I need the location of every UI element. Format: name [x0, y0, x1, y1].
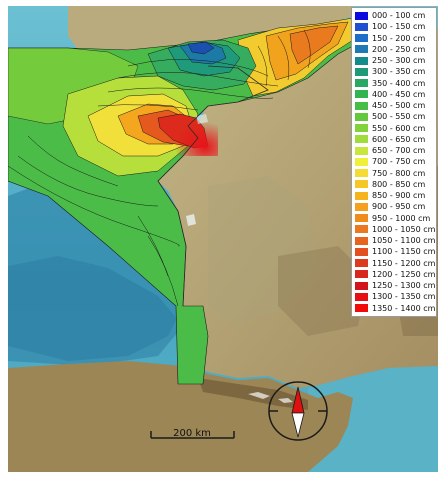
legend-label: 1000 - 1050 cm	[372, 224, 436, 234]
legend-swatch	[355, 236, 368, 245]
tide-hotspot-overlay	[158, 106, 218, 156]
compass-south-needle	[291, 412, 305, 438]
legend-swatch	[355, 157, 368, 166]
legend-item: 000 - 100 cm	[355, 10, 434, 21]
legend-item: 1300 - 1350 cm	[355, 291, 436, 302]
legend-item: 750 - 800 cm	[355, 168, 434, 179]
legend-swatch	[355, 180, 368, 189]
legend-item: 300 - 350 cm	[355, 66, 434, 77]
scale-bar: 200 km	[150, 428, 235, 439]
legend-swatch	[355, 34, 368, 43]
legend-label: 600 - 650 cm	[372, 134, 426, 144]
legend-item: 1150 - 1200 cm	[355, 258, 436, 269]
legend-label: 1050 - 1100 cm	[372, 236, 436, 246]
legend-label: 150 - 200 cm	[372, 33, 426, 43]
legend-swatch	[355, 112, 368, 121]
legend-item: 850 - 900 cm	[355, 190, 434, 201]
legend-swatch	[355, 101, 368, 110]
legend-item: 350 - 400 cm	[355, 78, 434, 89]
legend-swatch	[355, 79, 368, 88]
legend-item: 600 - 650 cm	[355, 134, 434, 145]
legend-label: 900 - 950 cm	[372, 202, 426, 212]
compass-rose-icon	[268, 381, 328, 441]
legend-item: 1200 - 1250 cm	[355, 269, 436, 280]
legend-swatch	[355, 67, 368, 76]
scale-bar-label: 200 km	[173, 428, 211, 439]
legend-item: 1100 - 1150 cm	[355, 246, 436, 257]
legend-label: 500 - 550 cm	[372, 112, 426, 122]
legend-label: 700 - 750 cm	[372, 157, 426, 167]
legend-item: 400 - 450 cm	[355, 89, 434, 100]
legend-label: 1150 - 1200 cm	[372, 258, 436, 268]
legend-swatch	[355, 169, 368, 178]
legend-item: 1050 - 1100 cm	[355, 235, 436, 246]
legend-label: 350 - 400 cm	[372, 78, 426, 88]
legend-swatch	[355, 191, 368, 200]
legend-item: 250 - 300 cm	[355, 55, 434, 66]
legend-swatch	[355, 292, 368, 301]
legend-item: 100 - 150 cm	[355, 21, 434, 32]
legend-label: 950 - 1000 cm	[372, 213, 431, 223]
legend-swatch	[355, 281, 368, 290]
legend-item: 800 - 850 cm	[355, 179, 434, 190]
legend-swatch	[355, 304, 368, 313]
estuary-highlight-2	[196, 114, 208, 124]
legend-swatch	[355, 146, 368, 155]
legend-item: 650 - 700 cm	[355, 145, 434, 156]
legend-item: 1000 - 1050 cm	[355, 224, 436, 235]
legend-swatch	[355, 270, 368, 279]
legend-label: 1250 - 1300 cm	[372, 281, 436, 291]
legend-label: 400 - 450 cm	[372, 89, 426, 99]
legend-swatch	[355, 11, 368, 20]
legend-label: 250 - 300 cm	[372, 56, 426, 66]
legend-swatch	[355, 22, 368, 31]
legend-label: 000 - 100 cm	[372, 11, 426, 21]
legend-label: 750 - 800 cm	[372, 168, 426, 178]
tide-contour-lines	[8, 29, 311, 307]
legend-item: 500 - 550 cm	[355, 111, 434, 122]
legend-item: 150 - 200 cm	[355, 33, 434, 44]
legend-label: 450 - 500 cm	[372, 101, 426, 111]
legend-swatch	[355, 124, 368, 133]
legend-label: 550 - 600 cm	[372, 123, 426, 133]
legend: 000 - 100 cm 100 - 150 cm 150 - 200 cm 200 …	[351, 7, 437, 317]
legend-label: 1100 - 1150 cm	[372, 247, 436, 257]
legend-swatch	[355, 247, 368, 256]
deep-sea-area-2	[8, 256, 183, 366]
legend-item: 700 - 750 cm	[355, 156, 434, 167]
legend-label: 850 - 900 cm	[372, 191, 426, 201]
legend-swatch	[355, 202, 368, 211]
legend-label: 650 - 700 cm	[372, 146, 426, 156]
legend-item: 200 - 250 cm	[355, 44, 434, 55]
lowland-tint	[208, 176, 318, 326]
legend-label: 200 - 250 cm	[372, 44, 426, 54]
legend-label: 800 - 850 cm	[372, 179, 426, 189]
legend-item: 550 - 600 cm	[355, 123, 434, 134]
legend-swatch	[355, 225, 368, 234]
legend-label: 100 - 150 cm	[372, 22, 426, 32]
massif-central	[278, 246, 368, 336]
pyrenees-snow	[248, 392, 293, 403]
legend-item: 950 - 1000 cm	[355, 213, 434, 224]
legend-swatch	[355, 45, 368, 54]
legend-label: 1350 - 1400 cm	[372, 303, 436, 313]
legend-item: 1250 - 1300 cm	[355, 280, 436, 291]
estuary-highlight	[186, 214, 196, 226]
england-landmass	[68, 6, 353, 56]
legend-swatch	[355, 214, 368, 223]
coastline	[157, 65, 269, 307]
mediterranean-sea	[308, 366, 438, 472]
legend-swatch	[355, 56, 368, 65]
legend-label: 1200 - 1250 cm	[372, 269, 436, 279]
tide-band-channel-east-3	[289, 25, 339, 65]
legend-swatch	[355, 90, 368, 99]
legend-item: 1350 - 1400 cm	[355, 303, 436, 314]
tide-band-amphidrome-4	[187, 41, 215, 55]
legend-swatch	[355, 135, 368, 144]
legend-swatch	[355, 259, 368, 268]
legend-item: 900 - 950 cm	[355, 201, 434, 212]
legend-item: 450 - 500 cm	[355, 100, 434, 111]
legend-label: 300 - 350 cm	[372, 67, 426, 77]
legend-label: 1300 - 1350 cm	[372, 292, 436, 302]
